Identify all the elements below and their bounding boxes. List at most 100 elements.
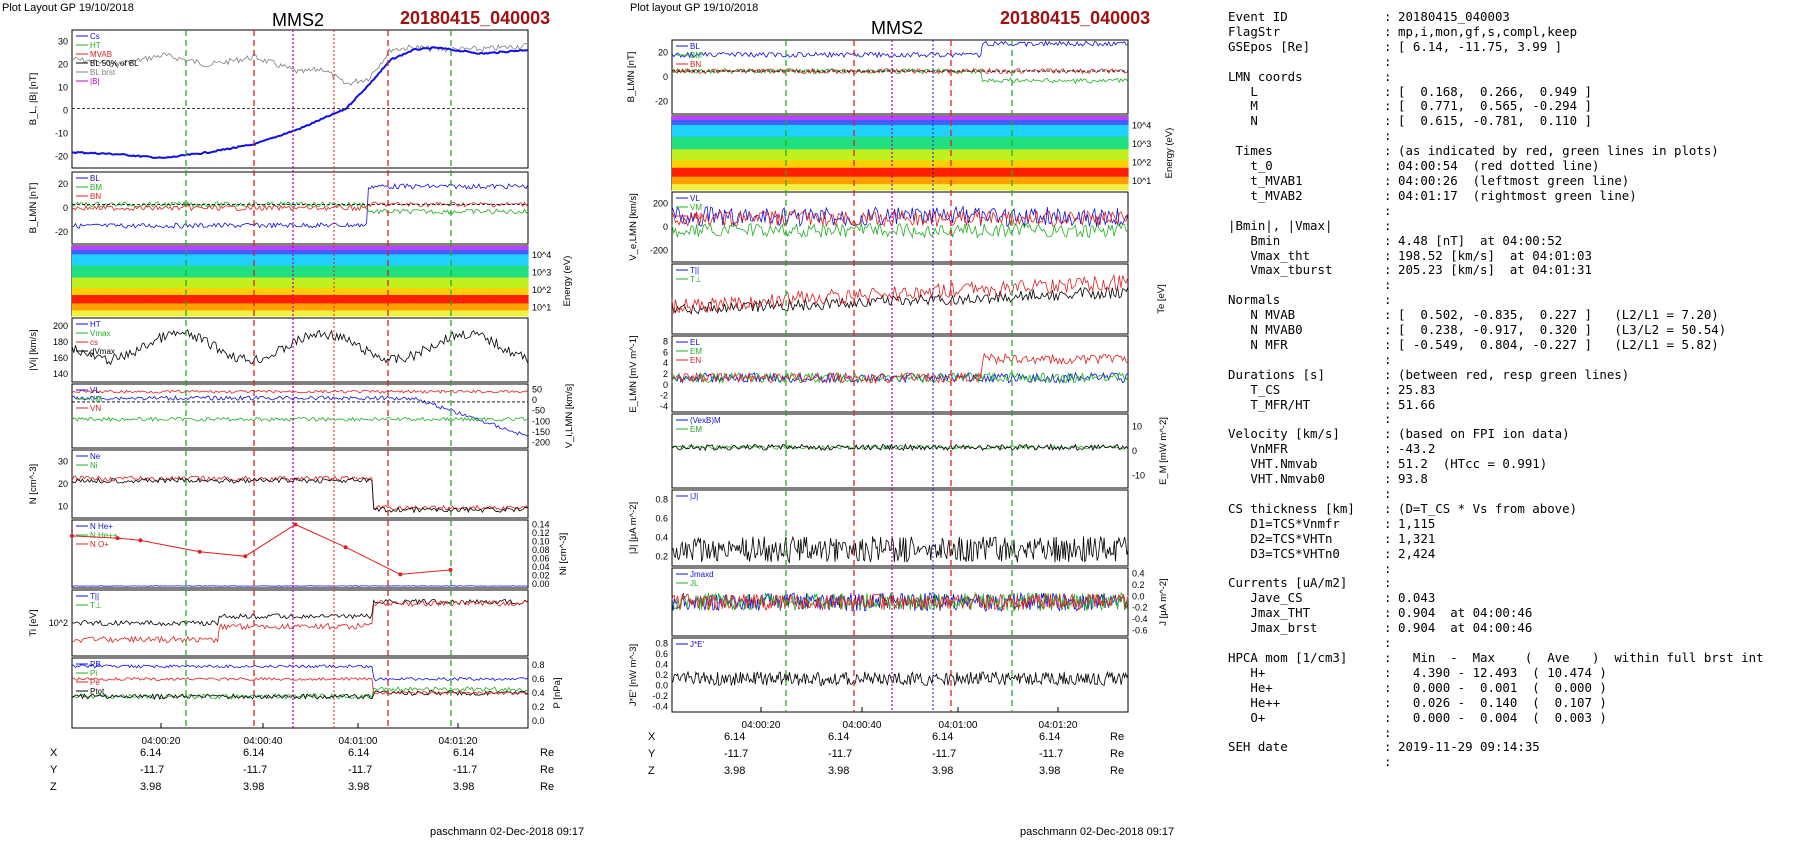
spectrogram-cell — [188, 295, 195, 304]
spectrogram-cell — [748, 160, 754, 169]
spectrogram-cell — [1062, 184, 1068, 191]
spectrogram-cell — [1112, 184, 1119, 191]
spectrogram-cell — [365, 277, 372, 289]
spectrogram-cell — [1057, 124, 1063, 138]
spectrogram-cell — [1067, 176, 1073, 185]
spectrogram-cell — [127, 310, 134, 317]
spectrogram-cell — [1052, 124, 1058, 138]
spectrogram-cell — [748, 116, 754, 126]
left-event-title: 20180415_040003 — [400, 8, 551, 28]
spectrogram-cell — [112, 265, 119, 278]
spectrogram-cell — [1087, 116, 1094, 126]
spectrogram-cell — [492, 303, 499, 311]
spectrogram-cell — [894, 160, 901, 169]
spectrogram-cell — [411, 246, 418, 255]
spectrogram-cell — [1011, 160, 1018, 169]
spectrogram-cell — [1067, 136, 1073, 150]
y-tick-label: 8 — [663, 336, 668, 346]
spectrogram-cell — [335, 310, 342, 317]
spectrogram-cell — [376, 265, 382, 278]
y-tick-label: 10^4 — [1132, 120, 1151, 130]
spectrogram-cell — [107, 265, 114, 278]
spectrogram-cell — [239, 265, 245, 278]
spectrogram-cell — [350, 254, 357, 267]
spectrogram-cell — [441, 310, 448, 317]
spectrogram-cell — [874, 124, 881, 138]
spectrogram-cell — [960, 160, 967, 169]
spectrogram-cell — [452, 303, 458, 311]
y-tick-label: 0.8 — [532, 660, 545, 670]
right-header: Plot layout GP 19/10/2018 — [630, 2, 759, 14]
info-key: D2=TCS*VHTn — [1228, 530, 1333, 546]
spectrogram-cell — [163, 295, 169, 304]
spectrogram-cell — [234, 246, 240, 255]
series-line — [671, 205, 1129, 228]
spectrogram-cell — [446, 288, 453, 296]
spectrogram-cell — [472, 310, 478, 317]
info-row: VnMFR: -43.2 — [1228, 441, 1798, 457]
spectrogram-cell — [142, 295, 149, 304]
spectrogram-cell — [345, 254, 352, 267]
spectrogram-cell — [381, 295, 387, 304]
series-line — [71, 523, 451, 575]
spectrogram-cell — [153, 295, 159, 304]
spectrogram-cell — [507, 246, 514, 255]
spectrogram-cell — [401, 295, 407, 304]
info-colon: : — [1384, 530, 1392, 546]
spectrogram-cell — [763, 167, 769, 178]
spectrogram-cell — [793, 116, 800, 126]
spectrogram-cell — [365, 265, 372, 278]
info-key: GSEpos [Re] — [1228, 38, 1311, 54]
info-colon: : — [1384, 232, 1392, 248]
y-tick-label: 20 — [658, 47, 668, 57]
spectrogram-cell — [137, 310, 144, 317]
spectrogram-cell — [325, 277, 331, 289]
spectrogram-cell — [687, 184, 693, 191]
spectrogram-cell — [467, 254, 473, 267]
panel-frame — [671, 335, 1129, 413]
spectrogram-cell — [778, 136, 785, 150]
spectrogram-cell — [279, 295, 286, 304]
info-colon: : — [1384, 366, 1392, 382]
spectrogram-cell — [386, 265, 392, 278]
spectrogram-cell — [697, 184, 703, 191]
spectrogram-cell — [1082, 116, 1089, 126]
info-row: VHT.Nmvab:51.2 (HTcc = 0.991) — [1228, 456, 1798, 472]
spectrogram-cell — [1041, 124, 1048, 138]
spectrogram-cell — [753, 160, 759, 169]
position-value: 3.98 — [932, 765, 954, 777]
spectrogram-cell — [431, 277, 438, 289]
spectrogram-cell — [1021, 184, 1028, 191]
spectrogram-cell — [753, 136, 759, 150]
position-value: 3.98 — [140, 781, 162, 793]
spectrogram-cell — [1036, 160, 1043, 169]
panel-frame — [71, 449, 529, 519]
spectrogram-cell — [431, 303, 438, 311]
spectrogram-cell — [517, 303, 524, 311]
y-tick-label: 0.2 — [1132, 580, 1145, 590]
spectrogram-cell — [854, 167, 861, 178]
spectrogram-cell — [360, 246, 367, 255]
spectrogram-cell — [697, 176, 703, 185]
spectrogram-cell — [925, 116, 931, 126]
y-tick-label: 0.06 — [532, 553, 550, 563]
y-tick-label: 10^2 — [532, 285, 551, 295]
spectrogram-cell — [472, 288, 478, 296]
spectrogram-cell — [350, 277, 357, 289]
spectrogram-cell — [218, 303, 225, 311]
spectrogram-cell — [1036, 176, 1043, 185]
info-value: 0.904 at 04:00:46 — [1398, 605, 1533, 621]
spectrogram-cell — [758, 116, 764, 126]
spectrogram-cell — [315, 288, 321, 296]
legend-entry: (VexB)M — [690, 416, 721, 425]
spectrogram-cell — [758, 160, 764, 169]
spectrogram-cell — [1122, 167, 1129, 178]
spectrogram-cell — [188, 310, 195, 317]
series-line — [671, 535, 1129, 564]
spectrogram-cell — [1112, 124, 1119, 138]
spectrogram-cell — [72, 277, 78, 289]
info-value: -43.2 — [1398, 441, 1436, 457]
spectrogram-cell — [889, 149, 896, 161]
spectrogram-cell — [512, 303, 519, 311]
spectrogram-cell — [1117, 124, 1124, 138]
